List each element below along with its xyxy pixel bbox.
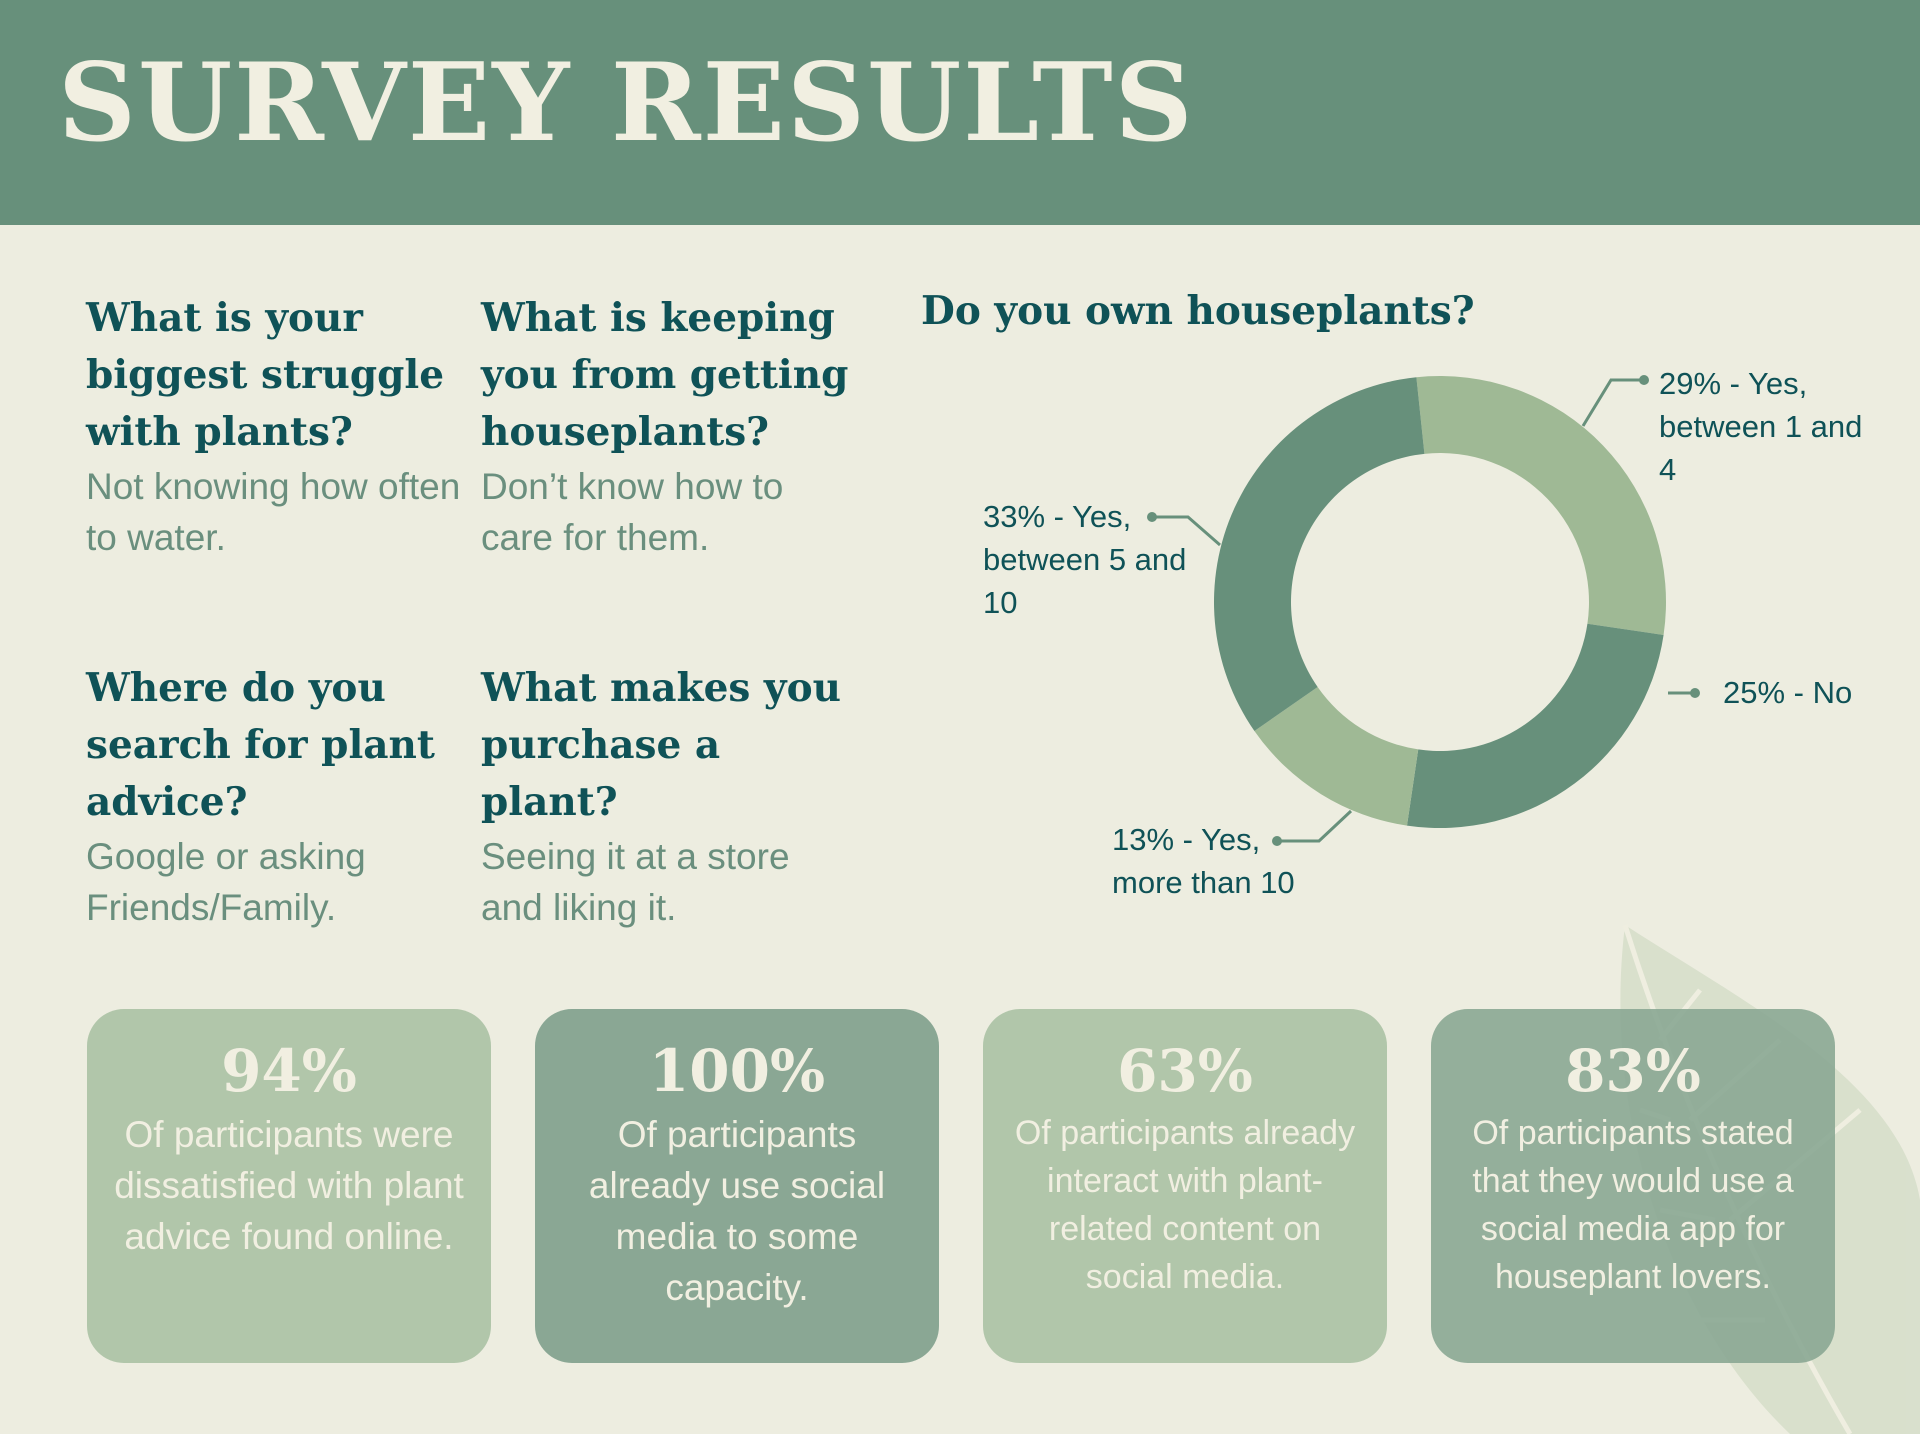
stat-percent: 63% — [1117, 1037, 1253, 1105]
stat-percent: 83% — [1565, 1037, 1701, 1105]
donut-chart — [1147, 375, 1700, 846]
leader-dot — [1147, 512, 1157, 522]
leader-line — [1152, 515, 1221, 547]
stat-percent: 94% — [221, 1037, 357, 1105]
leader-line — [1277, 809, 1353, 843]
stat-text: Of participants stated that they would u… — [1472, 1114, 1794, 1296]
question: Where do you search for plant advice? — [86, 665, 435, 825]
stat-percent: 100% — [648, 1037, 826, 1105]
question: What makes you purchase a plant? — [481, 665, 841, 825]
answer: Don’t know how to care for them. — [481, 466, 784, 558]
stat-card: 63% Of participants already interact wit… — [983, 1009, 1387, 1363]
question: What is your biggest struggle with plant… — [86, 295, 445, 455]
stat-card: 83% Of participants stated that they wou… — [1431, 1009, 1835, 1363]
slice-label: 29% - Yes, between 1 and 4 — [1659, 366, 1863, 487]
stat-text: Of participants were dissatisfied with p… — [114, 1114, 464, 1257]
question-block: Where do you search for plant advice? Go… — [86, 660, 466, 933]
stat-text: Of participants already use social media… — [588, 1114, 886, 1308]
donut-slice — [1214, 377, 1425, 731]
leader-dot — [1690, 688, 1700, 698]
donut-slice — [1254, 687, 1419, 826]
question-block: What is keeping you from getting housepl… — [481, 290, 861, 563]
leader-dot — [1272, 836, 1282, 846]
answer: Google or asking Friends/Family. — [86, 836, 366, 928]
stat-card: 94% Of participants were dissatisfied wi… — [87, 1009, 491, 1363]
header-bar — [0, 0, 1920, 225]
donut-slice — [1406, 623, 1664, 828]
stat-card: 100% Of participants already use social … — [535, 1009, 939, 1363]
slice-label: 13% - Yes, more than 10 — [1112, 822, 1295, 900]
stat-text: Of participants already interact with pl… — [1014, 1114, 1356, 1296]
answer: Not knowing how often to water. — [86, 466, 461, 558]
leader-dot — [1639, 375, 1649, 385]
question-block: What is your biggest struggle with plant… — [86, 290, 466, 563]
slice-label: 25% - No — [1723, 675, 1853, 710]
question-block: What makes you purchase a plant? Seeing … — [481, 660, 861, 933]
slice-label: 33% - Yes, between 5 and 10 — [983, 499, 1187, 620]
leader-line — [1581, 378, 1644, 427]
question: What is keeping you from getting housepl… — [481, 295, 849, 455]
page-title: SURVEY RESULTS — [58, 40, 1195, 166]
donut-slice — [1416, 375, 1666, 636]
chart-title: Do you own houseplants? — [921, 288, 1475, 334]
answer: Seeing it at a store and liking it. — [481, 836, 790, 928]
